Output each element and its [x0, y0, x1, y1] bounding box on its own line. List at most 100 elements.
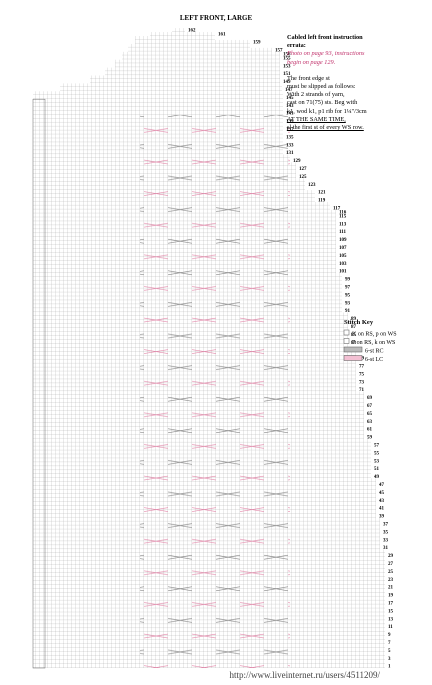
row-label: 45: [379, 491, 385, 496]
errata-line: cast on 71(75) sts. Beg with: [287, 99, 358, 107]
row-label: 77: [359, 364, 365, 369]
row-label: 141: [286, 112, 294, 117]
row-label: 103: [339, 262, 347, 267]
row-label: 91: [345, 309, 351, 314]
chart-row: [33, 111, 283, 115]
row-label: 53: [374, 459, 380, 464]
row-label: 31: [383, 546, 389, 551]
row-label: 143: [286, 104, 294, 109]
row-label: 19: [388, 594, 394, 599]
chart-row: [122, 55, 280, 60]
row-label: 115: [339, 214, 347, 219]
key-swatch: [343, 329, 350, 336]
row-label: 105: [339, 254, 347, 259]
row-label: 123: [308, 183, 316, 188]
row-label: 15: [388, 609, 394, 614]
row-label: 117: [333, 206, 341, 211]
row-label: 95: [345, 293, 351, 298]
row-label: 129: [293, 159, 301, 164]
errata-line: sl the first st of every WS row.: [287, 124, 364, 132]
row-label: 162: [188, 29, 196, 34]
row-label: 39: [379, 515, 385, 520]
row-label: 131: [286, 151, 294, 156]
chart-row: [128, 47, 272, 52]
row-label: 101: [339, 270, 347, 275]
row-label: 37: [383, 522, 389, 527]
row-label: 9: [388, 633, 391, 638]
row-label: 7: [388, 641, 391, 646]
row-label: 99: [345, 278, 351, 283]
chart-row: [172, 28, 185, 33]
errata-line: k1, wod k1, p1 rib for 1¼"/3cm: [287, 107, 367, 115]
row-label: 11: [388, 625, 393, 630]
row-label: 125: [299, 175, 307, 180]
row-label: 121: [318, 191, 326, 196]
row-label: 85: [351, 333, 357, 338]
row-label: 83: [351, 341, 357, 346]
row-label: 55: [374, 451, 380, 456]
row-label: 149: [283, 80, 291, 85]
row-label: 21: [388, 586, 394, 591]
errata-line: With 2 strands of yarn,: [287, 91, 345, 99]
errata-box: Cabled left front instruction errata: Ph…: [287, 34, 367, 132]
row-label: 109: [339, 238, 347, 243]
chart-row: [135, 39, 250, 44]
chart-row: [60, 87, 282, 92]
chart-row: [90, 75, 280, 80]
row-label: 41: [379, 507, 385, 512]
row-label: 25: [388, 570, 394, 575]
chart-row: [122, 51, 280, 56]
key-label: 6-st LC: [365, 357, 383, 363]
row-label: 75: [359, 372, 365, 377]
row-label: 63: [367, 420, 373, 425]
chart-row: [135, 36, 215, 40]
row-label: 27: [388, 562, 394, 567]
chart-row: [33, 95, 283, 100]
errata-line: The front edge st: [287, 74, 330, 82]
row-label: 156: [283, 52, 291, 57]
row-label: 65: [367, 412, 373, 417]
row-label: 67: [367, 404, 373, 409]
errata-line: AT THE SAME TIME,: [287, 115, 346, 123]
row-label: 71: [359, 388, 365, 393]
row-label: 1: [388, 665, 391, 670]
chart-row: [33, 91, 283, 96]
chart-row: [33, 107, 283, 112]
row-label: 35: [383, 530, 389, 535]
row-label: 155: [283, 56, 291, 61]
row-label: 157: [275, 48, 283, 53]
chart-row: [115, 63, 280, 68]
row-label: 73: [359, 380, 365, 385]
row-label: 153: [283, 64, 291, 69]
key-title: Stitch Key: [344, 319, 374, 326]
row-label: 116: [339, 210, 347, 215]
row-label: 13: [388, 617, 394, 622]
row-label: 151: [283, 72, 291, 77]
row-label: 147: [285, 88, 293, 93]
key-swatch: [343, 346, 363, 353]
row-label: 61: [367, 428, 373, 433]
watermark: http://www.liveinternet.ru/users/4511209…: [229, 670, 380, 680]
errata-note: Photo on page 93, instructions begin on …: [287, 50, 365, 66]
row-label: 119: [318, 199, 326, 204]
title: LEFT FRONT, LARGE: [180, 14, 253, 22]
row-label: 137: [286, 127, 294, 132]
chart-row: [33, 103, 283, 108]
row-label: 161: [218, 33, 226, 38]
row-label: 33: [383, 538, 389, 543]
errata-heading-text: Cabled left front instruction errata:: [287, 34, 363, 50]
chart-row: [60, 83, 282, 88]
key-swatch: [343, 355, 363, 361]
row-label: 47: [379, 483, 385, 488]
row-label: 107: [339, 246, 347, 251]
row-label: 51: [374, 467, 380, 472]
row-label: 93: [345, 301, 351, 306]
row-label: 3: [388, 657, 391, 662]
errata-line: must be slipped as follows:: [287, 83, 356, 91]
chart-row: [115, 59, 280, 64]
chart-row: [90, 79, 280, 84]
row-label: 111: [339, 230, 346, 235]
row-label: 49: [374, 475, 380, 480]
